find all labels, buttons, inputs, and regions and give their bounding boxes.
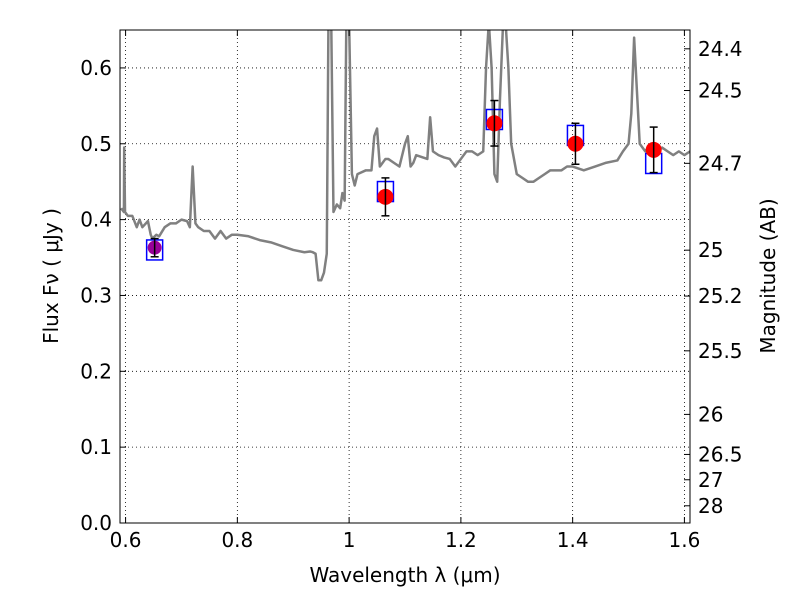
x-tick-label: 1.4: [557, 528, 589, 552]
y-tick-label: 0.4: [80, 208, 112, 232]
y-tick-label: 0.1: [80, 435, 112, 459]
y-tick-label: 0.6: [80, 56, 112, 80]
x-tick-label: 1.2: [445, 528, 477, 552]
photometry-points: [145, 99, 663, 261]
y-right-tick-label: 26.5: [698, 442, 743, 466]
y-axis-label: Flux Fν ( μJy ): [39, 208, 63, 344]
model-spectrum-line: [120, 30, 690, 282]
x-tick-label: 0.6: [110, 528, 142, 552]
plot-frame: [119, 29, 691, 524]
y-right-tick-label: 25: [698, 238, 723, 262]
y-tick-label: 0.2: [80, 359, 112, 383]
y-right-tick-label: 27: [698, 468, 723, 492]
y-right-tick-label: 24.7: [698, 151, 743, 175]
x-tick-label: 1.6: [669, 528, 701, 552]
y-right-axis-label: Magnitude (AB): [756, 198, 780, 353]
y-tick-label: 0.3: [80, 283, 112, 307]
axis-ticks: 0.6 0.8 1 1.2 1.4 1.6 0.0 0.1 0.2 0.3 0.4 0.5 0.6 24.…: [80, 30, 743, 552]
grid: [120, 30, 690, 524]
x-tick-label: 0.8: [221, 528, 253, 552]
y-tick-label: 0.5: [80, 132, 112, 156]
y-tick-label: 0.0: [80, 511, 112, 535]
x-tick-label: 1: [343, 528, 356, 552]
y-right-tick-label: 24.5: [698, 79, 743, 103]
y-right-tick-label: 24.4: [698, 37, 743, 61]
x-axis-label: Wavelength λ (μm): [309, 563, 500, 587]
y-right-tick-label: 26: [698, 402, 723, 426]
model-spectrum: [120, 30, 690, 282]
y-right-tick-label: 25.2: [698, 284, 743, 308]
y-right-tick-label: 28: [698, 494, 723, 518]
y-right-tick-label: 25.5: [698, 339, 743, 363]
